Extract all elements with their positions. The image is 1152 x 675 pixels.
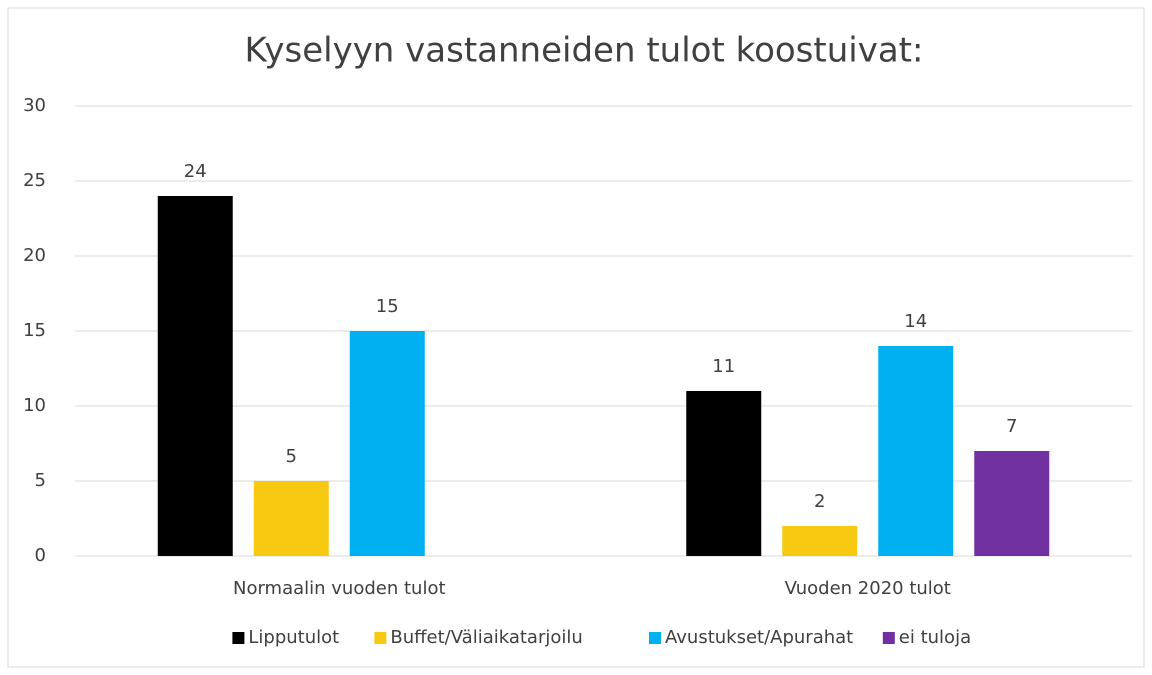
legend-swatch bbox=[232, 632, 245, 644]
bar bbox=[974, 451, 1050, 556]
y-tick-label: 15 bbox=[23, 320, 46, 341]
legend-label: ei tuloja bbox=[899, 627, 971, 648]
data-label: 5 bbox=[286, 446, 297, 467]
legend-label: Lipputulot bbox=[248, 627, 339, 648]
y-tick-label: 30 bbox=[23, 95, 46, 116]
data-label: 7 bbox=[1006, 416, 1017, 437]
data-label: 15 bbox=[376, 296, 399, 317]
legend-swatch bbox=[649, 632, 661, 644]
y-tick-label: 0 bbox=[35, 545, 46, 566]
bar bbox=[157, 196, 233, 556]
bar bbox=[782, 526, 858, 556]
data-label: 2 bbox=[814, 491, 825, 512]
y-tick-label: 10 bbox=[23, 395, 46, 416]
data-label: 11 bbox=[712, 356, 735, 377]
legend-label: Buffet/Väliaikatarjoilu bbox=[390, 627, 582, 648]
y-tick-label: 5 bbox=[35, 470, 46, 491]
x-tick-label: Vuoden 2020 tulot bbox=[785, 578, 951, 599]
bar bbox=[253, 481, 329, 556]
y-tick-label: 25 bbox=[23, 170, 46, 191]
bar bbox=[349, 331, 425, 556]
legend-swatch bbox=[882, 632, 895, 644]
bar bbox=[878, 346, 954, 556]
legend-label: Avustukset/Apurahat bbox=[665, 627, 853, 648]
data-label: 14 bbox=[904, 311, 927, 332]
y-tick-label: 20 bbox=[23, 245, 46, 266]
x-tick-label: Normaalin vuoden tulot bbox=[233, 578, 446, 599]
legend-swatch bbox=[374, 632, 387, 644]
chart-title: Kyselyyn vastanneiden tulot koostuivat: bbox=[245, 31, 924, 71]
bar bbox=[686, 391, 762, 556]
data-label: 24 bbox=[184, 161, 207, 182]
